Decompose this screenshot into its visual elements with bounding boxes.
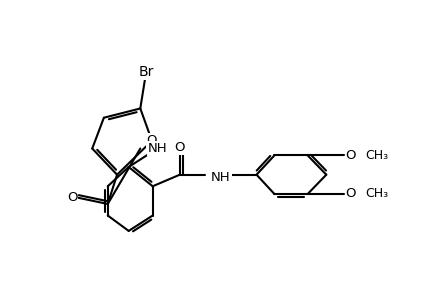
Text: NH: NH xyxy=(148,142,168,155)
Text: O: O xyxy=(67,191,77,204)
Text: CH₃: CH₃ xyxy=(365,149,388,162)
Text: Br: Br xyxy=(139,65,154,79)
Text: O: O xyxy=(175,141,185,154)
Text: O: O xyxy=(346,149,356,162)
Text: O: O xyxy=(346,187,356,200)
Text: NH: NH xyxy=(211,171,230,184)
Text: O: O xyxy=(147,134,157,147)
Text: CH₃: CH₃ xyxy=(365,187,388,200)
